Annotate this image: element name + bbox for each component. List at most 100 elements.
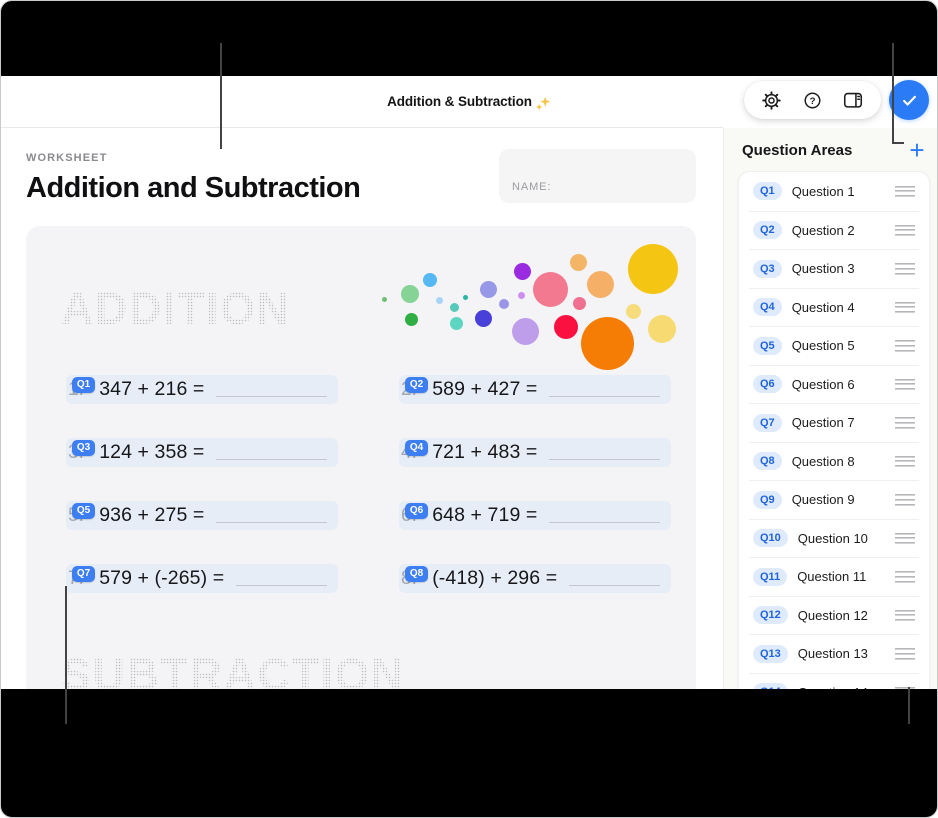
question-badge[interactable]: Q6	[404, 502, 429, 519]
question-label: Question 8	[791, 453, 855, 469]
problem-expression: 648 + 719 =	[432, 504, 538, 526]
question-list-item[interactable]: Q6 Question 6	[749, 364, 919, 404]
question-list-item[interactable]: Q14 Question 14	[749, 672, 919, 689]
checkmark-icon	[902, 95, 916, 106]
question-label: Question 3	[791, 261, 855, 277]
problem-expression: 589 + 427 =	[432, 378, 538, 400]
subtraction-heading: SUBTRACTION	[61, 649, 405, 689]
app-window: Addition & Subtraction	[1, 76, 937, 689]
bubble	[499, 299, 509, 309]
help-button[interactable]: ?	[800, 87, 826, 113]
answer-blank[interactable]	[569, 584, 660, 586]
question-list-item[interactable]: Q13 Question 13	[749, 634, 919, 673]
panel-header: Question Areas +	[742, 137, 929, 163]
answer-blank[interactable]	[549, 521, 660, 523]
question-list-item[interactable]: Q8 Question 8	[749, 441, 919, 481]
math-problem[interactable]: 8.Q8(-418) + 296 =	[399, 564, 671, 593]
question-list-item[interactable]: Q4 Question 4	[749, 287, 919, 327]
document-title: Addition & Subtraction	[1, 76, 937, 127]
drag-handle-icon[interactable]	[895, 417, 915, 429]
question-list-item[interactable]: Q9 Question 9	[749, 480, 919, 519]
question-list-item[interactable]: Q2 Question 2	[749, 210, 919, 250]
bubble	[580, 316, 634, 370]
drag-handle-icon[interactable]	[895, 609, 915, 621]
bubble	[511, 317, 539, 345]
question-areas-panel: Question Areas + Q1 Question 1 Q2 Question …	[723, 128, 937, 689]
question-id-badge: Q11	[753, 567, 788, 586]
callout-line-add-button	[892, 43, 904, 144]
drag-handle-icon[interactable]	[895, 686, 915, 689]
toolbar-pill: ?	[744, 81, 881, 119]
answer-blank[interactable]	[216, 458, 327, 460]
question-label: Question 1	[791, 183, 855, 199]
question-badge[interactable]: Q2	[404, 376, 429, 393]
question-list-item[interactable]: Q11 Question 11	[749, 557, 919, 596]
question-badge[interactable]: Q7	[71, 565, 96, 582]
question-label: Question 9	[791, 492, 855, 508]
question-label: Question 7	[791, 415, 855, 431]
document-title-text: Addition & Subtraction	[387, 94, 532, 109]
answer-blank[interactable]	[216, 521, 327, 523]
question-id-badge: Q7	[753, 413, 782, 432]
question-badge[interactable]: Q4	[404, 439, 429, 456]
answer-blank[interactable]	[549, 395, 660, 397]
bubble	[435, 296, 443, 304]
question-label: Question 2	[791, 222, 855, 238]
bubble	[586, 270, 614, 298]
document-canvas: WORKSHEET Addition and Subtraction NAME:…	[1, 128, 723, 689]
titlebar-divider	[1, 127, 723, 128]
name-field[interactable]: NAME:	[499, 149, 696, 203]
bubble	[628, 244, 678, 294]
drag-handle-icon[interactable]	[895, 340, 915, 352]
question-list-item[interactable]: Q3 Question 3	[749, 249, 919, 288]
help-icon: ?	[804, 91, 821, 109]
bubble	[572, 296, 586, 310]
bubble	[423, 273, 437, 287]
question-badge[interactable]: Q1	[71, 376, 96, 393]
answer-blank[interactable]	[216, 395, 327, 397]
question-label: Question 14	[798, 685, 868, 689]
drag-handle-icon[interactable]	[895, 455, 915, 467]
question-id-badge: Q1	[753, 182, 782, 201]
answer-blank[interactable]	[236, 584, 327, 586]
add-question-button[interactable]: +	[905, 137, 929, 163]
drag-handle-icon[interactable]	[895, 571, 915, 583]
question-id-badge: Q5	[753, 336, 782, 355]
answer-blank[interactable]	[549, 458, 660, 460]
question-badge[interactable]: Q5	[71, 502, 96, 519]
question-id-badge: Q4	[753, 298, 782, 317]
drag-handle-icon[interactable]	[895, 648, 915, 660]
settings-button[interactable]	[759, 87, 785, 113]
question-list-item[interactable]: Q5 Question 5	[749, 326, 919, 365]
question-list-item[interactable]: Q10 Question 10	[749, 518, 919, 558]
drag-handle-icon[interactable]	[895, 185, 915, 197]
drag-handle-icon[interactable]	[895, 532, 915, 544]
question-badge[interactable]: Q8	[404, 565, 429, 582]
done-button[interactable]	[889, 80, 929, 120]
drag-handle-icon[interactable]	[895, 263, 915, 275]
question-badge[interactable]: Q3	[71, 439, 96, 456]
problem-expression: (-418) + 296 =	[432, 567, 558, 589]
bubble	[381, 296, 387, 302]
problem-expression: 936 + 275 =	[99, 504, 205, 526]
question-id-badge: Q13	[753, 644, 788, 663]
drag-handle-icon[interactable]	[895, 378, 915, 390]
question-list-item[interactable]: Q12 Question 12	[749, 595, 919, 635]
question-list-item[interactable]: Q7 Question 7	[749, 403, 919, 442]
problem-expression: 347 + 216 =	[99, 378, 205, 400]
svg-text:?: ?	[810, 95, 816, 106]
question-list-item[interactable]: Q1 Question 1	[749, 172, 919, 211]
bubble	[513, 262, 531, 280]
drag-handle-icon[interactable]	[895, 494, 915, 506]
sidebar-toggle-button[interactable]	[840, 87, 866, 113]
drag-handle-icon[interactable]	[895, 224, 915, 236]
drag-handle-icon[interactable]	[895, 301, 915, 313]
